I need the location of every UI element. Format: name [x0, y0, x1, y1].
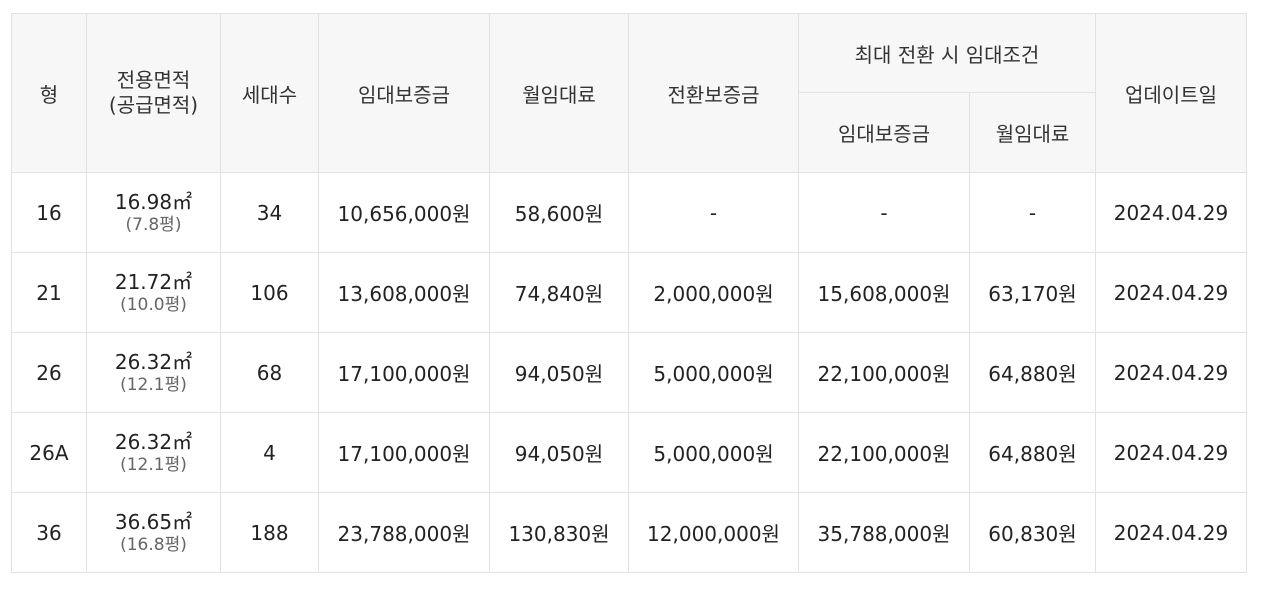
- cell-area-sqm: 16.98㎡: [114, 189, 193, 214]
- cell-deposit: 13,608,000원: [318, 252, 490, 333]
- header-conversion: 전환보증금: [628, 13, 799, 173]
- cell-area: 16.98㎡ (7.8평): [86, 172, 221, 253]
- cell-max-monthly: 64,880원: [969, 412, 1096, 493]
- header-row-top: 형 전용면적 (공급면적) 세대수 임대보증금 월임대료 전환보증금 최대 전환…: [11, 13, 1247, 173]
- cell-area: 36.65㎡ (16.8평): [86, 492, 221, 573]
- cell-updated: 2024.04.29: [1095, 492, 1247, 573]
- header-max-deposit: 임대보증금: [798, 92, 970, 173]
- cell-conversion: 12,000,000원: [628, 492, 799, 573]
- table-header: 형 전용면적 (공급면적) 세대수 임대보증금 월임대료 전환보증금 최대 전환…: [11, 13, 1247, 173]
- cell-conversion: 5,000,000원: [628, 412, 799, 493]
- cell-max-deposit: 22,100,000원: [798, 332, 970, 413]
- rental-conditions-table: 형 전용면적 (공급면적) 세대수 임대보증금 월임대료 전환보증금 최대 전환…: [11, 13, 1247, 573]
- cell-updated: 2024.04.29: [1095, 412, 1247, 493]
- cell-deposit: 17,100,000원: [318, 332, 490, 413]
- cell-area: 26.32㎡ (12.1평): [86, 412, 221, 493]
- cell-max-deposit: 15,608,000원: [798, 252, 970, 333]
- header-deposit: 임대보증금: [318, 13, 490, 173]
- cell-monthly: 94,050원: [489, 412, 629, 493]
- cell-max-deposit: 22,100,000원: [798, 412, 970, 493]
- cell-area-pyeong: (16.8평): [120, 534, 187, 555]
- table-row: 36 36.65㎡ (16.8평) 188 23,788,000원 130,83…: [11, 492, 1247, 573]
- cell-type: 26A: [11, 412, 87, 493]
- header-row-bottom: 임대보증금 월임대료: [12, 92, 1247, 173]
- header-area-line1: 전용면적: [116, 68, 191, 92]
- cell-max-monthly: 63,170원: [969, 252, 1096, 333]
- cell-conversion: 2,000,000원: [628, 252, 799, 333]
- header-area: 전용면적 (공급면적): [86, 13, 221, 173]
- rental-table-container: 형 전용면적 (공급면적) 세대수 임대보증금 월임대료 전환보증금 최대 전환…: [11, 13, 1247, 573]
- cell-conversion: -: [628, 172, 799, 253]
- cell-area-pyeong: (7.8평): [125, 214, 182, 235]
- cell-area-sqm: 36.65㎡: [114, 509, 193, 534]
- cell-area-pyeong: (12.1평): [120, 454, 187, 475]
- table-row: 21 21.72㎡ (10.0평) 106 13,608,000원 74,840…: [11, 252, 1247, 333]
- cell-households: 106: [220, 252, 319, 333]
- cell-monthly: 74,840원: [489, 252, 629, 333]
- cell-area-sqm: 21.72㎡: [114, 269, 193, 294]
- cell-updated: 2024.04.29: [1095, 332, 1247, 413]
- cell-type: 16: [11, 172, 87, 253]
- cell-type: 21: [11, 252, 87, 333]
- cell-conversion: 5,000,000원: [628, 332, 799, 413]
- header-households: 세대수: [220, 13, 319, 173]
- header-monthly: 월임대료: [489, 13, 629, 173]
- cell-monthly: 94,050원: [489, 332, 629, 413]
- cell-max-monthly: 60,830원: [969, 492, 1096, 573]
- header-area-line2: (공급면적): [108, 93, 199, 117]
- header-type: 형: [11, 13, 87, 173]
- cell-monthly: 58,600원: [489, 172, 629, 253]
- table-row: 26 26.32㎡ (12.1평) 68 17,100,000원 94,050원…: [11, 332, 1247, 413]
- cell-households: 188: [220, 492, 319, 573]
- cell-max-deposit: 35,788,000원: [798, 492, 970, 573]
- cell-area-sqm: 26.32㎡: [114, 429, 193, 454]
- cell-area: 21.72㎡ (10.0평): [86, 252, 221, 333]
- cell-area-sqm: 26.32㎡: [114, 349, 193, 374]
- table-body: 16 16.98㎡ (7.8평) 34 10,656,000원 58,600원 …: [11, 172, 1247, 573]
- cell-updated: 2024.04.29: [1095, 172, 1247, 253]
- cell-monthly: 130,830원: [489, 492, 629, 573]
- cell-max-deposit: -: [798, 172, 970, 253]
- table-row: 26A 26.32㎡ (12.1평) 4 17,100,000원 94,050원…: [11, 412, 1247, 493]
- cell-area-pyeong: (12.1평): [120, 374, 187, 395]
- cell-max-monthly: 64,880원: [969, 332, 1096, 413]
- cell-households: 68: [220, 332, 319, 413]
- cell-area-pyeong: (10.0평): [120, 294, 187, 315]
- cell-households: 34: [220, 172, 319, 253]
- cell-max-monthly: -: [969, 172, 1096, 253]
- header-max-monthly: 월임대료: [969, 92, 1096, 173]
- cell-deposit: 17,100,000원: [318, 412, 490, 493]
- cell-type: 36: [11, 492, 87, 573]
- cell-type: 26: [11, 332, 87, 413]
- header-updated: 업데이트일: [1095, 13, 1247, 173]
- cell-deposit: 23,788,000원: [318, 492, 490, 573]
- table-row: 16 16.98㎡ (7.8평) 34 10,656,000원 58,600원 …: [11, 172, 1247, 253]
- cell-deposit: 10,656,000원: [318, 172, 490, 253]
- cell-households: 4: [220, 412, 319, 493]
- cell-updated: 2024.04.29: [1095, 252, 1247, 333]
- cell-area: 26.32㎡ (12.1평): [86, 332, 221, 413]
- header-max-group: 최대 전환 시 임대조건: [798, 13, 1096, 93]
